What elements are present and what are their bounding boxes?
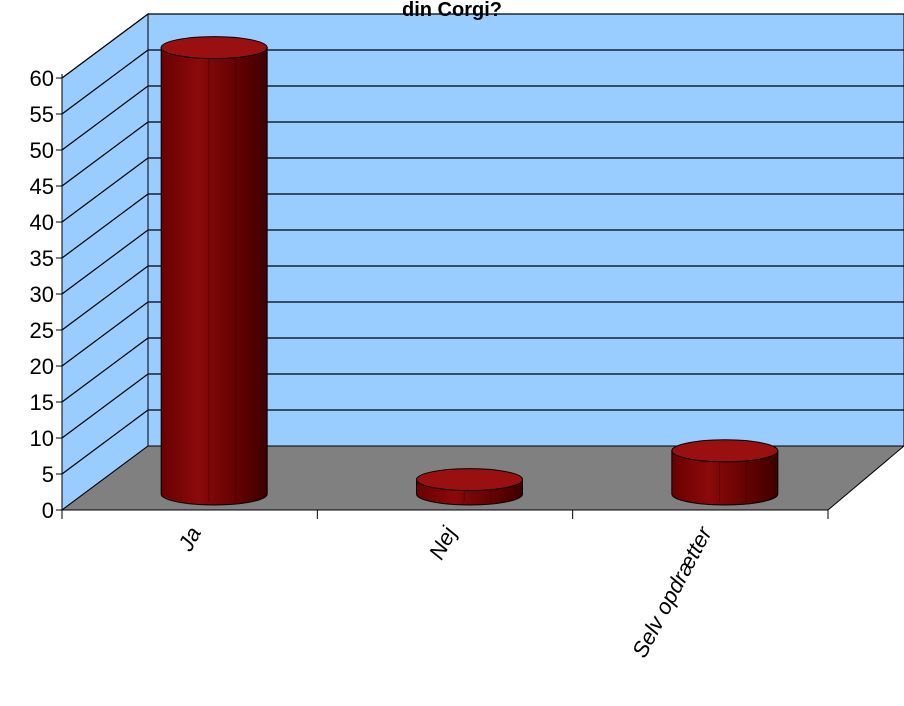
bar bbox=[416, 468, 523, 506]
gridline-side bbox=[61, 265, 149, 331]
bar-top bbox=[416, 468, 523, 492]
bar-top bbox=[671, 439, 779, 463]
bar bbox=[160, 36, 268, 506]
x-tick-label: Selv opdrætter bbox=[627, 521, 718, 662]
y-axis: 0 5 10 15 20 25 30 35 40 45 50 55 60 bbox=[30, 66, 63, 523]
x-axis: Ja Nej Selv opdrætter bbox=[61, 509, 829, 662]
y-tick-label: 0 bbox=[42, 498, 54, 523]
bar-top bbox=[160, 36, 268, 60]
gridline-side bbox=[61, 193, 149, 259]
gridline-side bbox=[61, 409, 149, 475]
y-tick-label: 45 bbox=[30, 174, 54, 199]
gridline-side bbox=[61, 157, 149, 223]
y-tick-label: 25 bbox=[30, 318, 54, 343]
y-tick-label: 15 bbox=[30, 390, 54, 415]
gridline-side bbox=[61, 373, 149, 439]
y-tick-label: 60 bbox=[30, 66, 54, 91]
y-tick-label: 5 bbox=[42, 462, 54, 487]
gridlines bbox=[61, 13, 904, 475]
gridline-side bbox=[61, 49, 149, 115]
y-tick-label: 50 bbox=[30, 138, 54, 163]
y-tick-label: 35 bbox=[30, 246, 54, 271]
y-tick-label: 55 bbox=[30, 102, 54, 127]
x-tick-label: Ja bbox=[173, 523, 206, 556]
chart-title: din Corgi? bbox=[402, 0, 502, 21]
y-tick-label: 20 bbox=[30, 354, 54, 379]
bar bbox=[671, 439, 779, 506]
gridline-side bbox=[61, 13, 149, 79]
gridline-side bbox=[61, 85, 149, 151]
x-tick-label: Nej bbox=[424, 522, 462, 564]
gridline-side bbox=[61, 301, 149, 367]
gridline-side bbox=[61, 121, 149, 187]
bar-body bbox=[671, 450, 779, 506]
gridline-side bbox=[61, 229, 149, 295]
y-tick-label: 10 bbox=[30, 426, 54, 451]
bars bbox=[160, 36, 779, 506]
y-tick-label: 40 bbox=[30, 210, 54, 235]
y-tick-label: 30 bbox=[30, 282, 54, 307]
bar-body bbox=[160, 47, 268, 506]
gridline-side bbox=[61, 337, 149, 403]
